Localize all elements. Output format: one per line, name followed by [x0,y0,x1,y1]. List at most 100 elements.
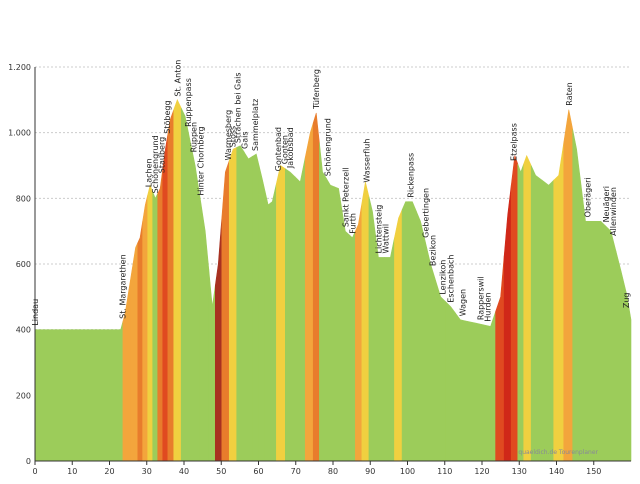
y-tick-label: 0 [26,457,31,466]
place-label: Gontenbad [274,127,283,171]
elevation-segment [312,112,320,462]
place-label: Wattwil [382,224,391,254]
source-note: quaeldich.de Tourenplaner [518,449,598,456]
place-label: Bezikon [428,235,437,266]
elevation-segment [495,255,505,462]
place-label: Allenwinden [609,187,618,236]
elevation-segment [152,191,159,462]
elevation-segment [626,295,632,462]
x-tick-label: 80 [328,467,338,476]
place-label: Oberägeri [583,177,592,217]
place-label: Neuägeri [602,186,611,222]
place-label: Schönengrund [323,118,332,176]
elevation-segment [553,142,565,462]
elevation-segment [221,160,230,462]
elevation-segment [162,134,169,462]
place-label: Stöbegg [163,100,172,133]
x-tick-label: 0 [32,467,37,476]
elevation-segment [173,99,182,462]
elevation-segment [276,165,286,462]
place-label: Jakobsbad [286,127,295,169]
place-label: Furth [348,213,357,234]
place-label: Rickenpass [406,153,415,198]
elevation-segment [269,183,277,462]
elevation-segment [605,225,617,462]
x-tick-label: 10 [67,467,77,476]
elevation-segment [199,198,210,462]
elevation-segment [258,166,266,462]
place-label: Wasserfluh [363,139,372,183]
elevation-segment [142,194,148,462]
place-label: Raten [565,82,574,105]
place-label: Stoss [228,126,237,147]
x-tick-label: 40 [179,467,189,476]
elevation-segment [615,250,628,462]
elevation-segment [580,185,594,462]
place-label: Rapperswil [477,276,486,320]
place-label: Zug [622,292,631,308]
elevation-segment [572,129,582,462]
elevation-segment [348,231,356,462]
elevation-segment [530,165,543,462]
x-tick-label: 70 [291,467,301,476]
elevation-segment [355,203,363,462]
elevation-segment [425,242,436,462]
elevation-segment [264,191,271,462]
elevation-segment [592,221,607,462]
elevation-segment [157,168,164,462]
elevation-segment [563,109,574,462]
elevation-segment [503,185,512,462]
elevation-segment [147,184,154,462]
elevation-segment [394,209,403,462]
place-label: Gonten [281,135,290,164]
elevation-segment [130,242,139,462]
elevation-segment [455,312,469,462]
elevation-segment [416,211,426,462]
place-label: Schönengrund [151,135,160,193]
x-tick-label: 90 [365,467,375,476]
elevation-segment [285,168,296,462]
place-label: Lenzikon [439,260,448,295]
x-tick-label: 60 [253,467,263,476]
elevation-segment [167,109,175,462]
place-label: Warmesberg [224,110,233,161]
elevation-segment [244,151,253,462]
place-label: Ruppenpass [184,78,193,127]
place-label: Hinter Chornberg [196,126,205,195]
elevation-segment [482,311,496,462]
elevation-segment [294,157,306,462]
place-label: Gais [241,131,250,149]
x-tick-label: 140 [549,467,564,476]
elevation-segment [252,153,260,462]
x-tick-label: 110 [437,467,452,476]
place-label: Lindau [31,299,40,326]
x-tick-label: 50 [216,467,226,476]
place-label: Lachen [145,158,154,187]
elevation-segment [401,201,410,462]
place-label: Strachen bei Gais [233,73,242,144]
elevation-segment [408,201,417,462]
x-tick-label: 20 [104,467,114,476]
elevation-segment [517,163,525,462]
place-label: Lichtensteig [374,205,383,254]
x-tick-label: 100 [400,467,415,476]
place-label: Stauberg [158,137,167,173]
place-label: St. Margarethen [119,254,128,318]
elevation-segment [435,280,446,462]
elevation-segment [384,237,395,462]
elevation-segment [375,234,385,462]
elevation-segment [34,329,79,462]
x-tick-label: 150 [586,467,601,476]
place-label: Wagen [459,289,468,316]
place-label: Sankt Peterzell [341,167,350,227]
y-tick-label: 1.200 [8,63,31,72]
y-tick-label: 800 [16,194,31,203]
y-tick-label: 600 [16,260,31,269]
elevation-segment [77,321,124,462]
place-label: Eschenbach [447,255,456,303]
place-label: St. Anton [174,60,183,97]
place-label: Etzelpass [510,123,519,161]
elevation-segment [137,221,143,462]
x-tick-label: 120 [474,467,489,476]
